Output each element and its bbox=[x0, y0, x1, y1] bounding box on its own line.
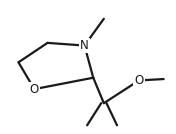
Text: O: O bbox=[30, 83, 39, 96]
Text: O: O bbox=[134, 74, 144, 87]
Text: N: N bbox=[80, 39, 89, 52]
